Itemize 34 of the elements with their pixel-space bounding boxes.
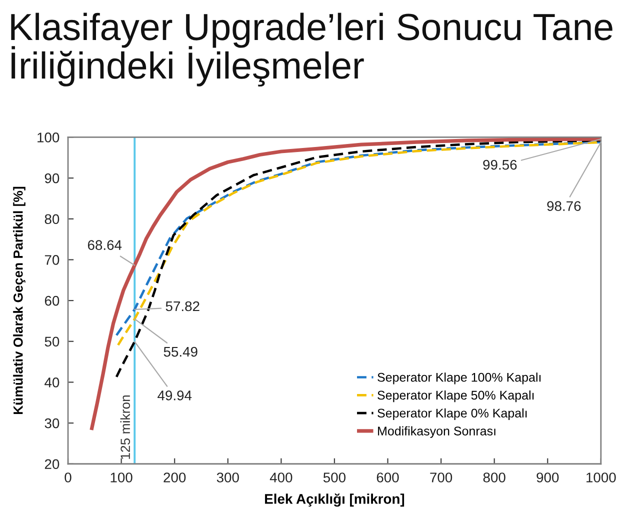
- x-tick-label: 600: [376, 472, 399, 482]
- x-axis-title: Elek Açıklığı [mikron]: [265, 493, 404, 507]
- y-tick-label: 70: [44, 255, 60, 265]
- legend-label: Modifikasyon Sonrası: [378, 426, 496, 438]
- data-label: 98.76: [547, 201, 581, 212]
- y-tick-label: 30: [44, 418, 60, 428]
- y-axis-title: Kümülativ Olarak Geçen Partikül [%]: [13, 186, 26, 414]
- y-tick-label: 40: [44, 378, 60, 388]
- data-label: 49.94: [158, 390, 192, 400]
- x-tick-label: 800: [483, 472, 506, 482]
- data-label: 68.64: [88, 240, 122, 250]
- ref-line-label: 125 mikron: [120, 395, 130, 459]
- x-tick-label: 300: [216, 472, 239, 482]
- y-tick-label: 20: [44, 459, 60, 470]
- chart-title: Klasifayer Upgrade’leri Sonucu Tane İriliğindeki İyileşmeler: [11, 12, 612, 87]
- y-tick-label: 90: [44, 173, 60, 184]
- x-tick-label: 1000: [586, 472, 616, 482]
- x-tick-label: 900: [536, 472, 559, 482]
- y-tick-label: 60: [44, 296, 60, 306]
- data-label: 57.82: [166, 301, 200, 312]
- x-tick-label: 400: [270, 472, 292, 482]
- y-tick-label: 50: [44, 336, 60, 347]
- y-tick-label: 100: [38, 132, 60, 142]
- data-label: 55.49: [164, 346, 198, 357]
- data-label: 99.56: [483, 160, 517, 170]
- y-tick-label: 80: [44, 214, 60, 224]
- legend-label: Seperator Klape 0% Kapalı: [378, 408, 527, 420]
- x-tick-label: 700: [430, 472, 452, 482]
- legend-label: Seperator Klape 100% Kapalı: [378, 372, 541, 384]
- x-tick-label: 500: [323, 472, 346, 482]
- legend-label: Seperator Klape 50% Kapalı: [378, 390, 534, 402]
- x-tick-label: 200: [164, 472, 186, 482]
- x-tick-label: 100: [110, 472, 132, 482]
- x-tick-label: 0: [64, 472, 72, 482]
